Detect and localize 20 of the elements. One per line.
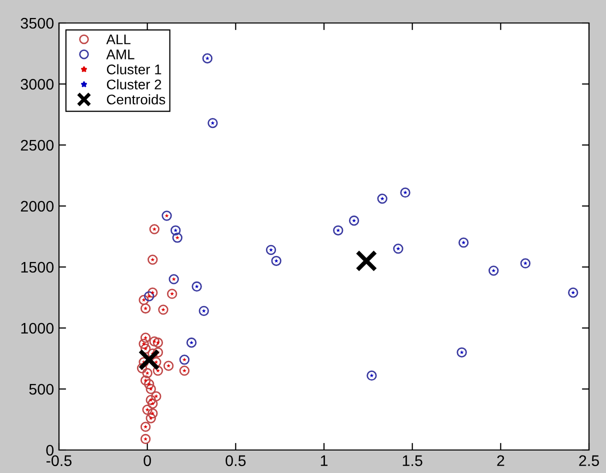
y-tick-label: 2500 [20,140,54,151]
legend-label: ALL [106,34,130,44]
x-tick-label: 2 [497,455,504,466]
y-tick-label: 1500 [21,262,54,273]
y-tick-label: 3000 [20,78,54,90]
x-tick-label: 2.5 [579,455,599,466]
legend-label: AML [106,50,134,60]
x-tick-label: 0.5 [226,455,246,466]
y-tick-label: 1000 [21,322,54,334]
x-tick-label: 1 [320,455,328,466]
legend-label: Cluster 2 [106,79,162,90]
y-tick-label: 2000 [20,200,54,212]
legend-label: Cluster 1 [106,64,162,74]
legend-label: Centroids [106,94,166,104]
x-tick-label: 0 [144,455,151,466]
y-tick-label: 0 [46,444,54,456]
x-tick-label: 1.5 [402,455,422,466]
y-tick-label: 3500 [20,18,54,29]
x-tick-label: -0.5 [46,455,72,466]
y-tick-label: 500 [29,384,54,395]
